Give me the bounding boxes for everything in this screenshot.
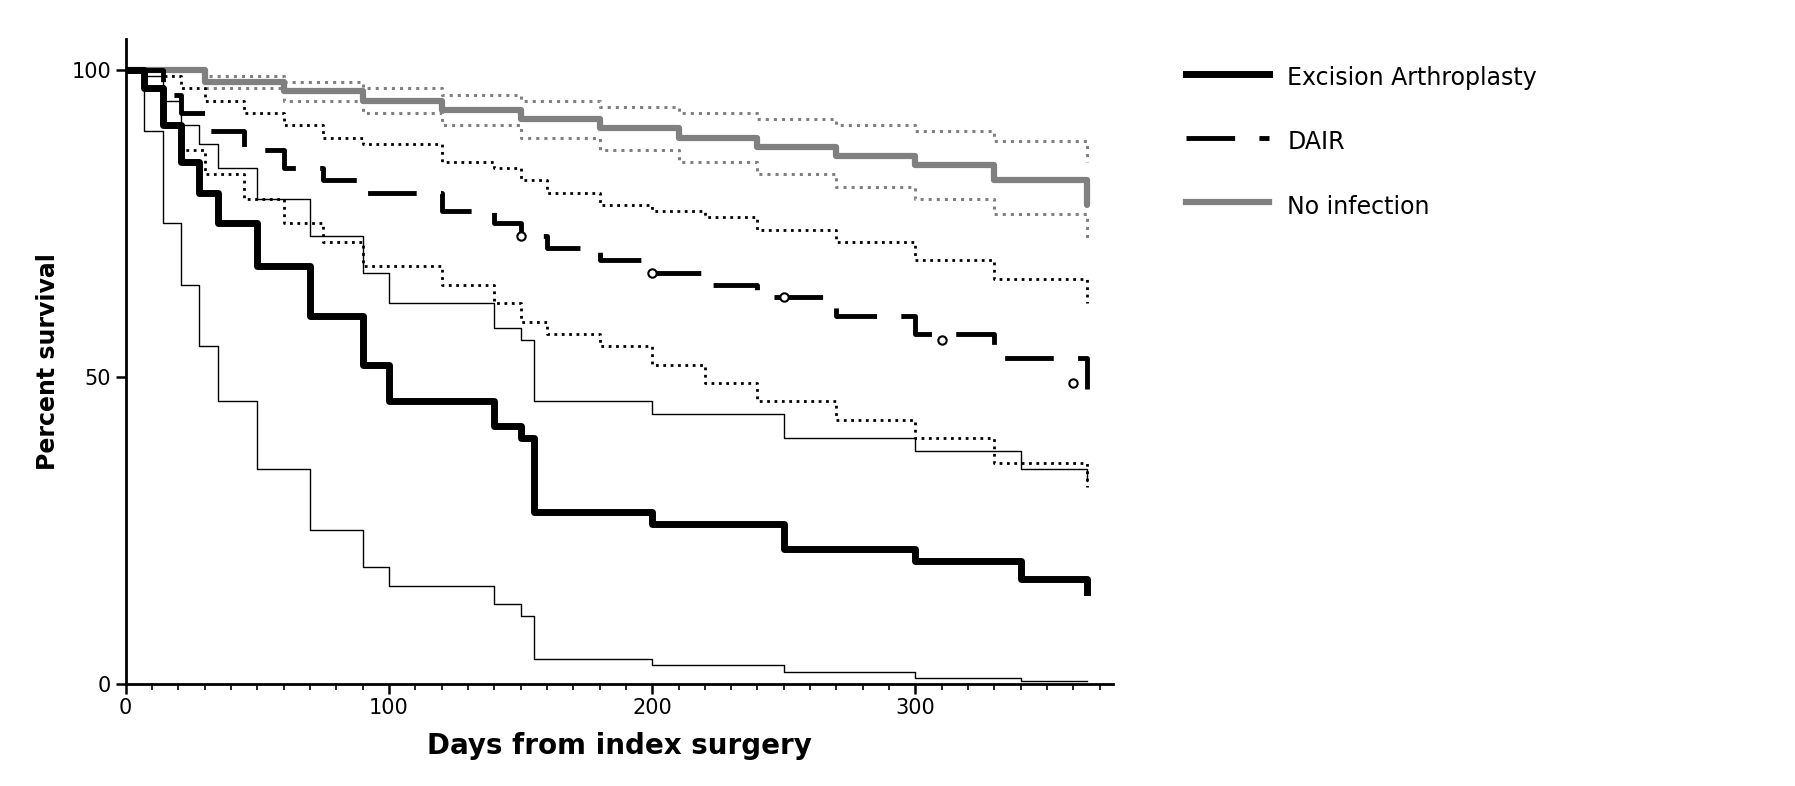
- X-axis label: Days from index surgery: Days from index surgery: [427, 733, 811, 760]
- Y-axis label: Percent survival: Percent survival: [36, 253, 61, 470]
- Legend: Excision Arthroplasty, DAIR, No infection: Excision Arthroplasty, DAIR, No infectio…: [1174, 51, 1549, 232]
